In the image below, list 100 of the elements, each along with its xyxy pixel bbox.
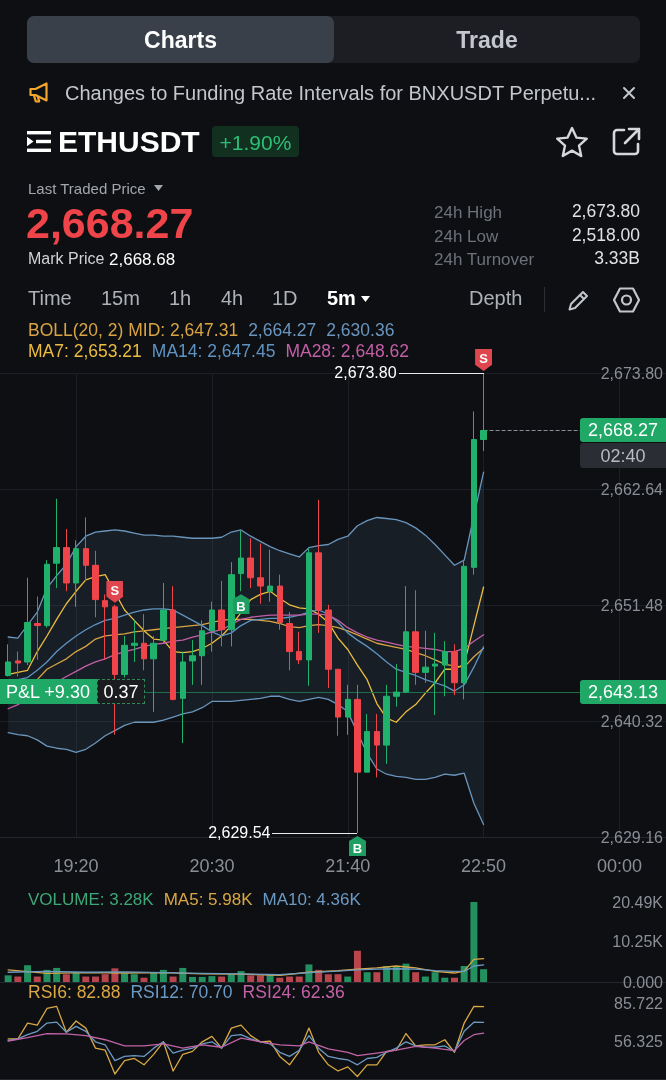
text: Time — [28, 287, 72, 309]
text: 1h — [169, 287, 192, 309]
bar — [247, 975, 255, 982]
bar — [295, 976, 303, 982]
x-tick-label: 00:00 — [596, 856, 642, 876]
candlestick — [451, 643, 458, 696]
text: 2,668.68 — [109, 249, 176, 269]
y-tick-label: 10.25K — [612, 933, 664, 951]
y-tick-label: 56.325 — [614, 1032, 664, 1050]
candlestick — [442, 640, 448, 697]
annotation: S — [110, 582, 120, 598]
bar — [189, 976, 196, 982]
candlestick — [325, 604, 332, 689]
bar — [431, 972, 439, 982]
candlestick — [277, 574, 283, 631]
text: BOLL(20, 2) MID: 2,647.31 — [28, 320, 239, 341]
candlestick — [461, 559, 467, 700]
bar — [450, 977, 458, 982]
y-tick-label: 2,673.80 — [600, 364, 664, 382]
bar — [150, 972, 158, 982]
bar — [363, 972, 371, 982]
text: Depth — [469, 287, 523, 309]
candlestick — [209, 601, 215, 653]
bar — [373, 972, 381, 982]
annotation: 02:40 — [600, 445, 646, 466]
candlestick — [364, 713, 370, 773]
text: 2,630.36 — [326, 320, 395, 341]
candlestick — [131, 619, 138, 663]
text: +1.90% — [219, 130, 292, 154]
text: 4h — [221, 287, 244, 309]
candlestick — [267, 549, 273, 603]
text: 24h Turnover — [434, 249, 535, 269]
bar — [101, 974, 109, 982]
y-tick-label: 2,662.64 — [600, 480, 664, 498]
bar — [140, 977, 148, 982]
text: 24h Low — [434, 226, 499, 246]
candlestick — [393, 663, 400, 708]
text: ETHUSDT — [58, 125, 200, 158]
y-tick-label: 2,629.16 — [600, 828, 664, 846]
bar — [24, 965, 32, 982]
candlestick — [432, 632, 438, 716]
bar — [169, 976, 177, 982]
candlestick — [189, 639, 196, 686]
candlestick — [238, 530, 244, 592]
bar — [159, 969, 167, 982]
candlestick — [422, 630, 429, 684]
text: RSI24: 62.36 — [242, 982, 345, 1003]
text: MA5: 5.98K — [163, 889, 253, 909]
bar — [353, 950, 361, 982]
bar — [334, 974, 342, 982]
line-series — [7, 1021, 485, 1066]
bar — [470, 902, 478, 982]
text: Charts — [144, 26, 217, 53]
x-tick-label: 22:50 — [461, 856, 507, 876]
annotation: 2,629.54 — [208, 824, 271, 842]
text: Trade — [456, 26, 518, 53]
y-tick-label: 2,640.32 — [600, 712, 664, 730]
text: 2,668.27 — [26, 198, 194, 247]
bar — [198, 976, 206, 982]
candlestick — [315, 499, 322, 634]
y-tick-label: 20.49K — [612, 893, 664, 911]
candlestick — [180, 651, 186, 744]
candlestick — [199, 619, 205, 686]
bar — [4, 975, 12, 982]
text: VOLUME: 3.28K — [28, 889, 154, 909]
bar — [305, 964, 313, 982]
line-series — [7, 964, 485, 976]
candlestick — [354, 684, 361, 834]
bar — [480, 969, 488, 982]
text: 2,518.00 — [571, 225, 640, 246]
candlestick — [141, 613, 147, 671]
candlestick — [257, 542, 264, 605]
candlestick — [160, 582, 167, 644]
candlestick — [374, 713, 380, 778]
candlestick — [44, 559, 50, 629]
candlestick — [150, 635, 157, 713]
text: 3.33B — [594, 248, 640, 269]
bar — [91, 976, 99, 982]
text: MA14: 2,647.45 — [151, 341, 276, 362]
text: 2,664.27 — [248, 320, 317, 341]
text: 2,673.80 — [571, 201, 640, 222]
text: MA28: 2,648.62 — [285, 341, 409, 362]
text: 5m — [327, 287, 356, 309]
bar — [344, 976, 352, 982]
candlestick — [306, 548, 312, 687]
bar — [286, 976, 294, 982]
candlestick — [34, 595, 41, 661]
bar — [14, 976, 22, 982]
candlestick — [73, 539, 79, 608]
y-tick-label: 2,651.48 — [600, 596, 664, 614]
bar — [82, 976, 90, 982]
candlestick — [471, 410, 477, 576]
bar — [441, 977, 449, 982]
candlestick — [403, 585, 409, 694]
text: Last Traded Price — [28, 179, 146, 197]
text: Mark Price — [28, 250, 105, 267]
bar — [324, 974, 332, 982]
candlestick — [53, 498, 60, 589]
text: 24h High — [434, 202, 503, 222]
text: 15m — [101, 287, 140, 309]
